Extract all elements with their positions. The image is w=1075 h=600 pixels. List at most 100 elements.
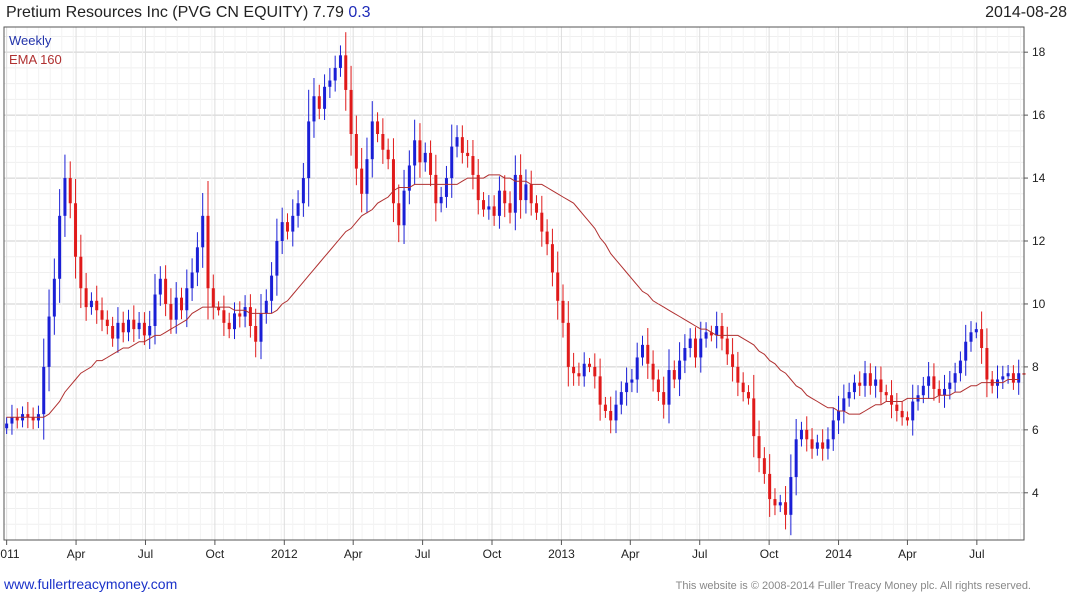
candle-body (376, 121, 380, 135)
candle-body (280, 222, 284, 242)
candle-body (709, 332, 713, 336)
candle-body (5, 423, 9, 429)
candle (720, 312, 724, 351)
candle (932, 363, 936, 401)
candle (593, 353, 597, 389)
candle (1011, 365, 1015, 390)
candle-body (980, 329, 984, 349)
candle (996, 365, 1000, 399)
candle-body (291, 215, 295, 232)
candle (614, 390, 618, 434)
candle (847, 382, 851, 407)
candle (1001, 365, 1005, 389)
candle (625, 367, 629, 406)
candle (497, 176, 501, 229)
candle (317, 84, 321, 120)
candle (243, 295, 247, 328)
candle (678, 342, 682, 397)
candle (169, 288, 173, 334)
candle-body (460, 137, 464, 153)
candle (423, 142, 427, 172)
candle (158, 266, 162, 306)
candle (15, 408, 19, 429)
x-tick-label: 2012 (271, 547, 298, 561)
candle-body (201, 215, 205, 248)
candle (884, 384, 888, 402)
candle (95, 285, 99, 324)
candle-body (603, 404, 607, 411)
candle-body (211, 288, 215, 308)
x-tick-label: 2011 (0, 547, 20, 561)
candle-body (550, 244, 554, 273)
candle-body (778, 502, 782, 506)
candle-body (837, 410, 841, 421)
candle (704, 322, 708, 348)
chart-date: 2014-08-28 (985, 4, 1067, 21)
candle (439, 186, 443, 213)
candle-body (831, 420, 835, 440)
candle-body (868, 373, 872, 386)
candle (1006, 365, 1010, 384)
candle (471, 139, 475, 190)
candle (609, 396, 613, 434)
candle (937, 380, 941, 403)
candle-body (503, 190, 507, 204)
candle-body (715, 325, 719, 336)
candle (964, 324, 968, 376)
candle (540, 195, 544, 247)
candle-body (746, 392, 750, 399)
candle-body (254, 325, 258, 342)
candle (280, 207, 284, 255)
candle-body (672, 370, 676, 380)
candle-body (328, 80, 332, 87)
candle-body (471, 156, 475, 175)
candle-body (153, 294, 157, 326)
x-tick-label: Apr (344, 547, 363, 561)
candle (291, 199, 295, 247)
candle (232, 302, 236, 340)
candle-body (921, 385, 925, 396)
candle (980, 311, 984, 364)
candle-body (15, 417, 19, 421)
site-link[interactable]: www.fullertreacymoney.com (4, 576, 178, 592)
candle-body (52, 278, 56, 317)
candle (111, 316, 115, 347)
candle-body (323, 86, 327, 109)
x-tick-label: Jul (969, 547, 984, 561)
candle (238, 301, 242, 328)
candle (402, 169, 406, 244)
candle (688, 328, 692, 358)
candle (974, 322, 978, 339)
candle (503, 175, 507, 218)
candle-body (413, 140, 417, 166)
candle (132, 305, 136, 343)
candle-body (450, 146, 454, 179)
grid (3, 27, 1024, 541)
candle-body (169, 303, 173, 320)
candle (598, 358, 602, 421)
candle (68, 161, 72, 219)
candle-body (958, 360, 962, 374)
candle-body (402, 190, 406, 226)
candle-body (911, 401, 915, 421)
candle (89, 292, 93, 315)
candle-body (736, 366, 740, 383)
candle (217, 301, 221, 316)
x-tick-label: Oct (760, 547, 779, 561)
candle-body (858, 382, 862, 386)
x-tick-label: Jul (415, 547, 430, 561)
candle-body (852, 382, 856, 393)
candle-body (111, 325, 115, 339)
y-axis: 4 6 8 10 12 14 16 18 (1024, 45, 1046, 500)
candle (874, 366, 878, 398)
candle (100, 297, 104, 332)
candle (328, 68, 332, 98)
candle-body (116, 322, 120, 339)
x-tick-label: Oct (206, 547, 225, 561)
candle (810, 428, 814, 459)
candle-body (222, 310, 226, 323)
candle (84, 272, 88, 321)
candle-body (927, 376, 931, 386)
candle-body (434, 174, 438, 204)
candle-body (540, 212, 544, 232)
